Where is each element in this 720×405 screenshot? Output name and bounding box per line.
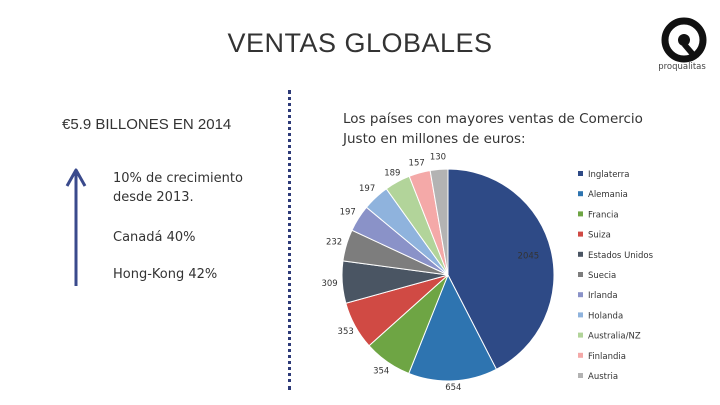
pie-slice-10: [429, 168, 449, 276]
hongkong-stat: Hong-Kong 42%: [113, 267, 218, 282]
legend-label-3: Suiza: [588, 231, 611, 241]
legend-swatch-6: [578, 292, 583, 298]
logo-text: proqualitas: [658, 62, 706, 72]
legend-label-2: Francia: [588, 210, 619, 220]
legend-swatch-10: [578, 373, 583, 378]
up-arrow-icon: [65, 168, 87, 286]
dotted-divider: [288, 90, 291, 390]
legend-swatch-7: [578, 312, 583, 318]
legend-swatch-8: [578, 332, 583, 338]
sales-headline: €5.9 BILLONES EN 2014: [62, 116, 232, 133]
legend-swatch-1: [578, 191, 583, 197]
legend-label-10: Austria: [588, 372, 618, 382]
growth-text: 10% de crecimiento desde 2013.: [113, 169, 243, 207]
legend-label-4: Estados Unidos: [588, 251, 654, 261]
slice-label-2: 354: [373, 367, 389, 377]
canada-stat: Canadá 40%: [113, 230, 196, 245]
pie-slice-0: [447, 168, 555, 370]
pie-slice-1: [408, 273, 498, 382]
chart-legend: Inglaterra Alemania Francia Suiza Estados Un…: [578, 170, 654, 382]
legend-label-5: Suecia: [588, 271, 616, 281]
growth-line-1: 10% de crecimiento: [113, 171, 243, 186]
slice-label-6: 197: [340, 207, 356, 217]
legend-label-7: Holanda: [588, 311, 623, 321]
chart-heading: Los países con mayores ventas de Comerci…: [343, 109, 643, 149]
pie-slices: [341, 168, 555, 382]
slice-label-10: 130: [430, 153, 446, 163]
legend-label-0: Inglaterra: [588, 170, 629, 180]
legend-label-9: Finlandia: [588, 352, 626, 362]
legend-swatch-3: [578, 231, 583, 237]
q-logo-icon: [661, 17, 707, 63]
slice-label-1: 654: [445, 383, 461, 393]
legend-label-6: Irlanda: [588, 291, 618, 301]
page-title: VENTAS GLOBALES: [227, 28, 493, 58]
slice-label-3: 353: [338, 327, 354, 337]
slice-label-5: 232: [326, 238, 342, 248]
slice-label-4: 309: [321, 279, 337, 289]
growth-line-2: desde 2013.: [113, 190, 194, 205]
legend-label-8: Australia/NZ: [588, 332, 641, 342]
legend-swatch-4: [578, 251, 583, 257]
legend-swatch-9: [578, 352, 583, 358]
chart-heading-line-1: Los países con mayores ventas de Comerci…: [343, 111, 643, 127]
slice-label-8: 189: [384, 169, 400, 179]
legend-label-1: Alemania: [588, 190, 628, 200]
slice-label-7: 197: [359, 184, 375, 194]
legend-swatch-2: [578, 211, 583, 217]
pie-labels: 2045 654 354 353 309 232 197 197 189 157 130: [321, 153, 539, 394]
slice-label-9: 157: [409, 159, 425, 169]
chart-heading-line-2: Justo en millones de euros:: [343, 131, 526, 147]
legend-swatch-0: [578, 171, 583, 176]
legend-swatch-5: [578, 272, 583, 277]
slice-label-0: 2045: [518, 252, 540, 262]
